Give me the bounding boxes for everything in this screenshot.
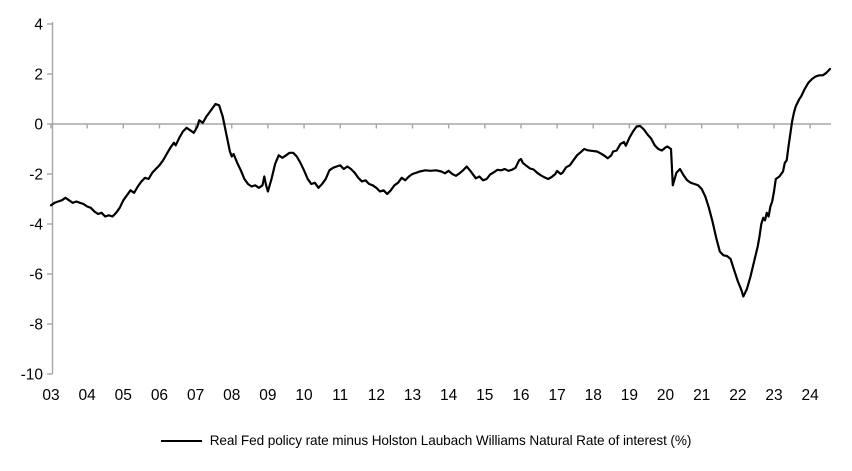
- x-tick-label: 21: [693, 387, 710, 404]
- y-tick-label: 0: [34, 117, 43, 134]
- y-tick-label: 4: [34, 17, 43, 34]
- y-tick-label: -10: [21, 367, 44, 384]
- x-tick-label: 23: [765, 387, 782, 404]
- x-tick-label: 06: [151, 387, 168, 404]
- x-tick-label: 04: [79, 387, 97, 404]
- x-tick-label: 13: [404, 387, 421, 404]
- y-tick-label: -4: [29, 217, 43, 234]
- legend-label: Real Fed policy rate minus Holston Lauba…: [209, 433, 692, 448]
- x-tick-label: 17: [548, 387, 565, 404]
- x-tick-label: 09: [259, 387, 276, 404]
- x-tick-label: 16: [512, 387, 529, 404]
- x-tick-label: 03: [42, 387, 59, 404]
- y-tick-label: -8: [29, 317, 43, 334]
- legend-line-sample-icon: [160, 439, 202, 442]
- x-tick-label: 18: [585, 387, 602, 404]
- y-tick-label: 2: [34, 67, 43, 84]
- y-tick-label: -6: [29, 267, 43, 284]
- x-tick-label: 15: [476, 387, 493, 404]
- x-tick-label: 07: [187, 387, 204, 404]
- series-line: [49, 67, 832, 298]
- x-tick-label: 11: [332, 387, 348, 404]
- x-tick-label: 22: [729, 387, 746, 404]
- x-tick-label: 12: [368, 387, 385, 404]
- y-tick-label: -2: [29, 167, 43, 184]
- x-tick-label: 24: [802, 387, 820, 404]
- x-tick-label: 20: [657, 387, 675, 404]
- x-tick-label: 08: [223, 387, 240, 404]
- chart-legend: Real Fed policy rate minus Holston Lauba…: [0, 433, 852, 448]
- x-tick-label: 19: [621, 387, 638, 404]
- x-tick-label: 10: [295, 387, 313, 404]
- x-tick-label: 14: [440, 387, 458, 404]
- x-tick-label: 05: [115, 387, 132, 404]
